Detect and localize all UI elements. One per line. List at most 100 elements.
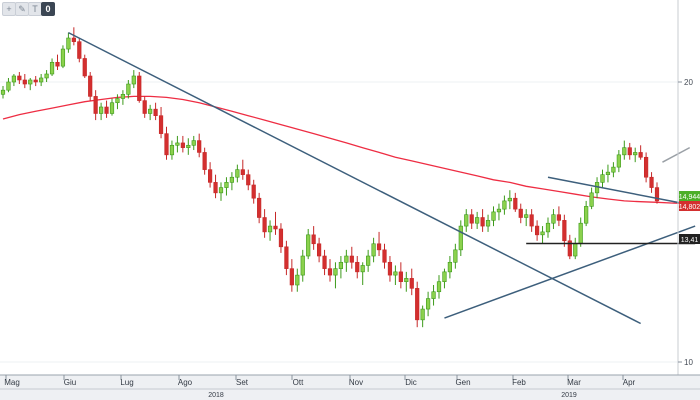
- candle-body: [289, 268, 294, 286]
- candle-body: [311, 234, 316, 245]
- candle-body: [502, 200, 507, 210]
- candle-body: [158, 115, 164, 134]
- x-tick-label: Feb: [512, 378, 526, 387]
- candle-body: [191, 140, 196, 146]
- candle-body: [611, 166, 616, 173]
- x-tick-label: Lug: [120, 378, 133, 387]
- candle-body: [66, 37, 71, 50]
- candle-body: [208, 169, 213, 183]
- candle-body: [420, 308, 425, 321]
- x-tick-label: Ott: [293, 378, 304, 387]
- candle-body: [649, 176, 654, 188]
- candle-body: [82, 58, 87, 77]
- candle-body: [218, 187, 224, 194]
- candle-body: [55, 61, 60, 67]
- candle-body: [235, 169, 240, 178]
- candle-body: [398, 271, 403, 282]
- crosshair-icon: +: [6, 4, 12, 14]
- candle-body: [442, 271, 447, 282]
- price-tags: 14,944 14,802 13,41: [679, 191, 700, 244]
- candle-body: [616, 154, 621, 168]
- candle-body: [355, 261, 360, 273]
- grid: [0, 81, 678, 363]
- x-tick-label: Giu: [64, 378, 76, 387]
- candle-body: [627, 147, 632, 156]
- candle-body: [126, 83, 131, 95]
- candle-body: [349, 255, 354, 263]
- candle-body: [524, 214, 529, 218]
- count-button[interactable]: 0: [41, 2, 55, 16]
- price-tag-box: [679, 201, 700, 211]
- candle-body: [654, 187, 660, 202]
- candle-body: [529, 214, 534, 227]
- y-tick-label: 20: [684, 78, 693, 87]
- candle-body: [60, 48, 66, 67]
- candle-body: [93, 96, 98, 114]
- candle-body: [409, 278, 414, 289]
- candle-body: [480, 217, 485, 227]
- candle-body: [447, 261, 453, 273]
- candle-body: [469, 214, 474, 224]
- text-icon: T: [32, 4, 38, 14]
- candle-body: [17, 75, 22, 81]
- candle-body: [371, 243, 376, 257]
- candle-body: [573, 243, 578, 257]
- candle-body: [431, 291, 436, 299]
- x-tick-label: Apr: [623, 378, 636, 387]
- candle-body: [22, 79, 27, 85]
- candle-body: [322, 255, 327, 269]
- candle-body: [33, 79, 38, 83]
- price-tag-label: 13,41: [681, 237, 699, 244]
- trendline: [662, 146, 691, 163]
- x-tick-label: Nov: [349, 378, 363, 387]
- candle-body: [164, 133, 169, 156]
- candle-body: [415, 288, 420, 321]
- candle-body: [344, 255, 349, 263]
- candle-body: [115, 98, 120, 104]
- candles-layer: [0, 27, 660, 328]
- candle-body: [246, 174, 251, 186]
- candle-body: [77, 41, 82, 59]
- candle-body: [316, 243, 322, 257]
- candle-body: [284, 246, 289, 269]
- candle-body: [436, 281, 442, 293]
- candle-body: [197, 140, 202, 153]
- candle-body: [485, 220, 491, 227]
- y-tick-label: 10: [684, 358, 693, 367]
- candle-body: [584, 206, 589, 224]
- candle-body: [28, 79, 33, 85]
- candle-body: [306, 234, 311, 257]
- candle-body: [507, 197, 512, 202]
- candle-body: [360, 265, 365, 273]
- candle-body: [496, 208, 502, 213]
- price-tag-label: 14,802: [679, 204, 700, 211]
- candle-body: [540, 231, 545, 236]
- candle-body: [491, 211, 496, 221]
- trendline: [547, 176, 685, 205]
- candle-body: [120, 94, 125, 99]
- candle-body: [273, 225, 278, 230]
- candle-body: [186, 144, 191, 148]
- trendlines-layer: [68, 31, 696, 325]
- price-tag-label: 14,944: [679, 194, 700, 201]
- candle-body: [534, 225, 540, 236]
- candle-body: [295, 274, 300, 286]
- candle-body: [300, 255, 305, 276]
- candle-body: [257, 197, 262, 218]
- candle-body: [180, 142, 185, 148]
- candle-body: [633, 152, 638, 156]
- candle-body: [175, 142, 180, 146]
- candle-body: [605, 171, 611, 175]
- candle-body: [148, 108, 153, 114]
- candle-body: [589, 192, 594, 207]
- pencil-icon: ✎: [18, 4, 26, 14]
- candle-body: [224, 182, 229, 188]
- candle-body: [88, 75, 93, 97]
- candle-body: [229, 176, 235, 183]
- candle-body: [578, 222, 583, 245]
- x-tick-label: Set: [236, 378, 249, 387]
- candle-body: [338, 261, 344, 269]
- x-tick-label: Gen: [455, 378, 470, 387]
- candle-body: [387, 261, 393, 276]
- candle-body: [458, 225, 463, 251]
